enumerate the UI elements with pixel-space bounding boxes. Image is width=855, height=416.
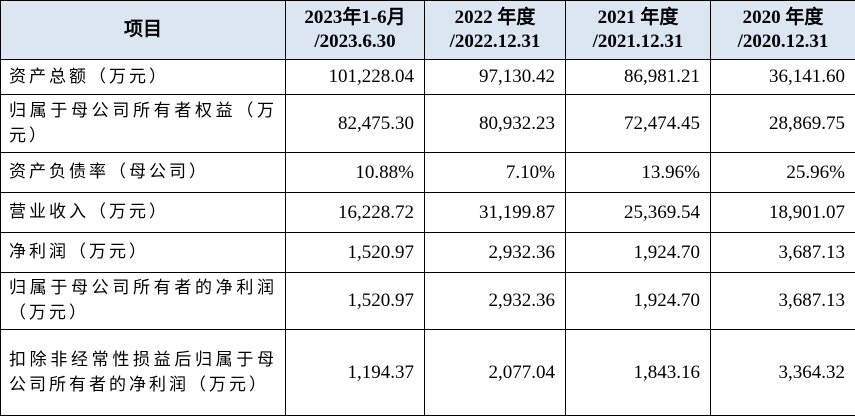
cell-value: 3,687.13	[710, 272, 855, 330]
cell-value: 3,687.13	[710, 232, 855, 273]
cell-value: 1,520.97	[285, 232, 425, 273]
cell-value: 18,901.07	[710, 192, 855, 233]
cell-value: 25.96%	[710, 152, 855, 193]
table-row: 净利润（万元） 1,520.97 2,932.36 1,924.70 3,687.13	[0, 232, 855, 273]
cell-value: 72,474.45	[565, 94, 711, 153]
header-text: /2022.12.31	[449, 31, 541, 52]
table-row: 资产负债率（母公司） 10.88% 7.10% 13.96% 25.96%	[0, 152, 855, 193]
cell-value: 2,932.36	[424, 272, 566, 330]
header-cell: 2021 年度/2021.12.31	[565, 0, 711, 60]
header-text: 2022 年度	[454, 7, 536, 28]
table-row: 营业收入（万元） 16,228.72 31,199.87 25,369.54 18,90…	[0, 192, 855, 233]
cell-value: 16,228.72	[285, 192, 425, 233]
cell-value: 31,199.87	[424, 192, 566, 233]
table-row: 资产总额（万元） 101,228.04 97,130.42 86,981.21 36,1…	[0, 59, 855, 95]
cell-value: 2,932.36	[424, 232, 566, 273]
header-text: /2023.6.30	[314, 31, 396, 52]
row-label: 资产总额（万元）	[0, 59, 286, 95]
header-cell: 2020 年度/2020.12.31	[710, 0, 855, 60]
cell-value: 10.88%	[285, 152, 425, 193]
cell-value: 97,130.42	[424, 59, 566, 95]
header-text: /2020.12.31	[737, 31, 829, 52]
row-label: 资产负债率（母公司）	[0, 152, 286, 193]
cell-value: 1,194.37	[285, 329, 425, 416]
header-text: 2020 年度	[742, 7, 824, 28]
table-row: 归属于母公司所有者权益（万元） 82,475.30 80,932.23 72,474.…	[0, 94, 855, 153]
cell-value: 86,981.21	[565, 59, 711, 95]
cell-value: 1,520.97	[285, 272, 425, 330]
table-row: 归属于母公司所有者的净利润（万元） 1,520.97 2,932.36 1,924.7…	[0, 272, 855, 330]
table-body: 资产总额（万元） 101,228.04 97,130.42 86,981.21 36,1…	[0, 59, 855, 416]
cell-value: 28,869.75	[710, 94, 855, 153]
cell-value: 1,924.70	[565, 232, 711, 273]
cell-value: 7.10%	[424, 152, 566, 193]
cell-value: 36,141.60	[710, 59, 855, 95]
header-cell: 2022 年度/2022.12.31	[424, 0, 566, 60]
header-cell: 项目	[0, 0, 286, 60]
cell-value: 25,369.54	[565, 192, 711, 233]
table-row: 扣除非经常性损益后归属于母公司所有者的净利润（万元） 1,194.37 2,077.…	[0, 329, 855, 416]
cell-value: 101,228.04	[285, 59, 425, 95]
row-label: 扣除非经常性损益后归属于母公司所有者的净利润（万元）	[0, 329, 286, 416]
cell-value: 13.96%	[565, 152, 711, 193]
cell-value: 1,843.16	[565, 329, 711, 416]
row-label: 净利润（万元）	[0, 232, 286, 273]
header-text: /2021.12.31	[592, 31, 684, 52]
cell-value: 2,077.04	[424, 329, 566, 416]
cell-value: 82,475.30	[285, 94, 425, 153]
row-label: 营业收入（万元）	[0, 192, 286, 233]
cell-value: 80,932.23	[424, 94, 566, 153]
cell-value: 3,364.32	[710, 329, 855, 416]
cell-value: 1,924.70	[565, 272, 711, 330]
row-label: 归属于母公司所有者的净利润（万元）	[0, 272, 286, 330]
header-text: 2023年1-6月	[304, 7, 406, 28]
header-text: 项目	[123, 19, 162, 40]
row-label: 归属于母公司所有者权益（万元）	[0, 94, 286, 153]
header-text: 2021 年度	[597, 7, 679, 28]
header-cell: 2023年1-6月/2023.6.30	[285, 0, 425, 60]
header-row: 项目 2023年1-6月/2023.6.30 2022 年度/2022.12.31 2…	[0, 0, 855, 60]
